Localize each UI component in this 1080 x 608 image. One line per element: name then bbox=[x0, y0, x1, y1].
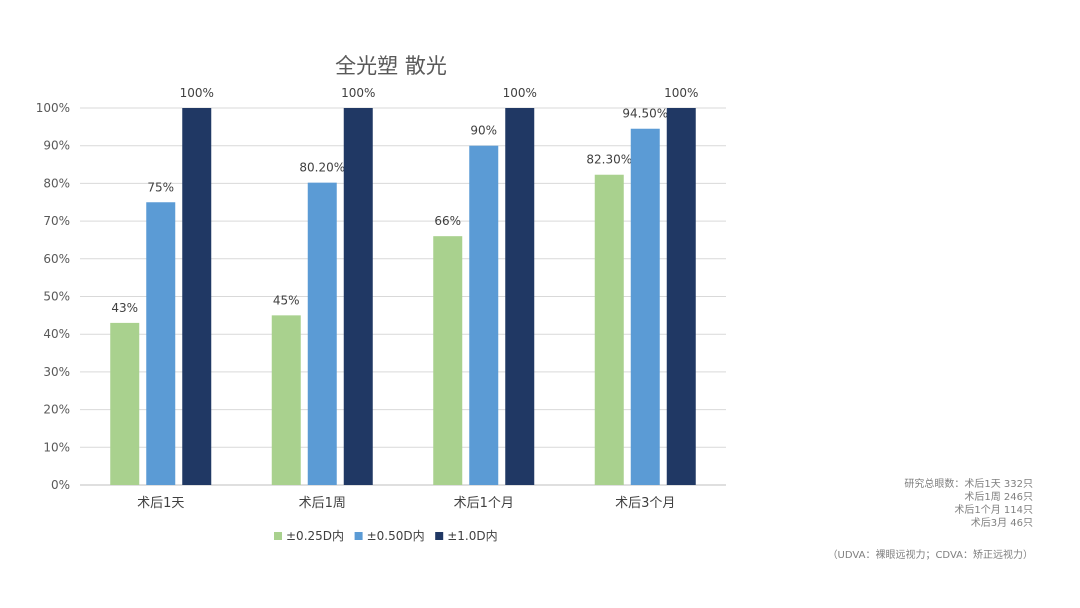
legend-label: ±0.25D内 bbox=[286, 529, 344, 543]
legend-swatch bbox=[354, 532, 363, 540]
legend-swatch bbox=[274, 532, 282, 540]
bar bbox=[110, 322, 140, 485]
bar bbox=[307, 182, 337, 485]
data-label: 100% bbox=[503, 86, 537, 100]
bar bbox=[343, 108, 373, 485]
legend-swatch bbox=[435, 532, 444, 540]
abbreviation-footnote: （UDVA：裸眼远视力；CDVA：矫正远视力） bbox=[827, 550, 1033, 561]
note-line-2: 术后1周 246只 bbox=[964, 492, 1033, 503]
bar bbox=[146, 202, 176, 485]
note-line-3: 术后1个月 114只 bbox=[954, 505, 1033, 516]
data-label: 100% bbox=[341, 86, 375, 100]
y-tick-label: 10% bbox=[43, 440, 70, 454]
y-tick-label: 30% bbox=[43, 365, 70, 379]
bar bbox=[469, 145, 499, 485]
bar bbox=[182, 108, 212, 485]
y-tick-label: 50% bbox=[43, 290, 70, 304]
data-label: 45% bbox=[273, 293, 300, 307]
y-tick-label: 100% bbox=[36, 101, 70, 115]
data-label: 90% bbox=[470, 124, 497, 138]
data-label: 75% bbox=[147, 180, 174, 194]
data-label: 82.30% bbox=[586, 153, 632, 167]
legend-label: ±0.50D内 bbox=[367, 529, 425, 543]
y-tick-label: 60% bbox=[43, 252, 70, 266]
data-label: 66% bbox=[434, 214, 461, 228]
y-tick-label: 70% bbox=[43, 214, 70, 228]
bar bbox=[666, 108, 696, 485]
bar bbox=[630, 128, 660, 486]
bar bbox=[433, 236, 463, 485]
x-tick-label: 术后3个月 bbox=[615, 496, 675, 511]
x-tick-label: 术后1个月 bbox=[454, 496, 514, 511]
legend-label: ±1.0D内 bbox=[447, 529, 497, 543]
data-label: 80.20% bbox=[299, 161, 345, 175]
data-label: 100% bbox=[664, 86, 698, 100]
y-tick-label: 0% bbox=[51, 478, 70, 492]
bar bbox=[594, 174, 624, 485]
data-label: 94.50% bbox=[622, 107, 668, 121]
sample-size-note: 研究总眼数：术后1天 332只 术后1周 246只 术后1个月 114只 术后3… bbox=[904, 478, 1033, 530]
note-line-1: 研究总眼数：术后1天 332只 bbox=[904, 479, 1033, 490]
data-label: 100% bbox=[180, 86, 214, 100]
note-line-4: 术后3月 46只 bbox=[970, 518, 1033, 529]
y-tick-label: 20% bbox=[43, 403, 70, 417]
x-tick-label: 术后1天 bbox=[137, 496, 184, 511]
x-tick-label: 术后1周 bbox=[299, 496, 346, 511]
data-label: 43% bbox=[111, 301, 138, 315]
bar bbox=[505, 108, 535, 485]
y-tick-label: 80% bbox=[43, 176, 70, 190]
y-tick-label: 90% bbox=[43, 139, 70, 153]
chart-title: 全光塑 散光 bbox=[335, 54, 447, 78]
bar bbox=[271, 315, 301, 485]
y-tick-label: 40% bbox=[43, 327, 70, 341]
